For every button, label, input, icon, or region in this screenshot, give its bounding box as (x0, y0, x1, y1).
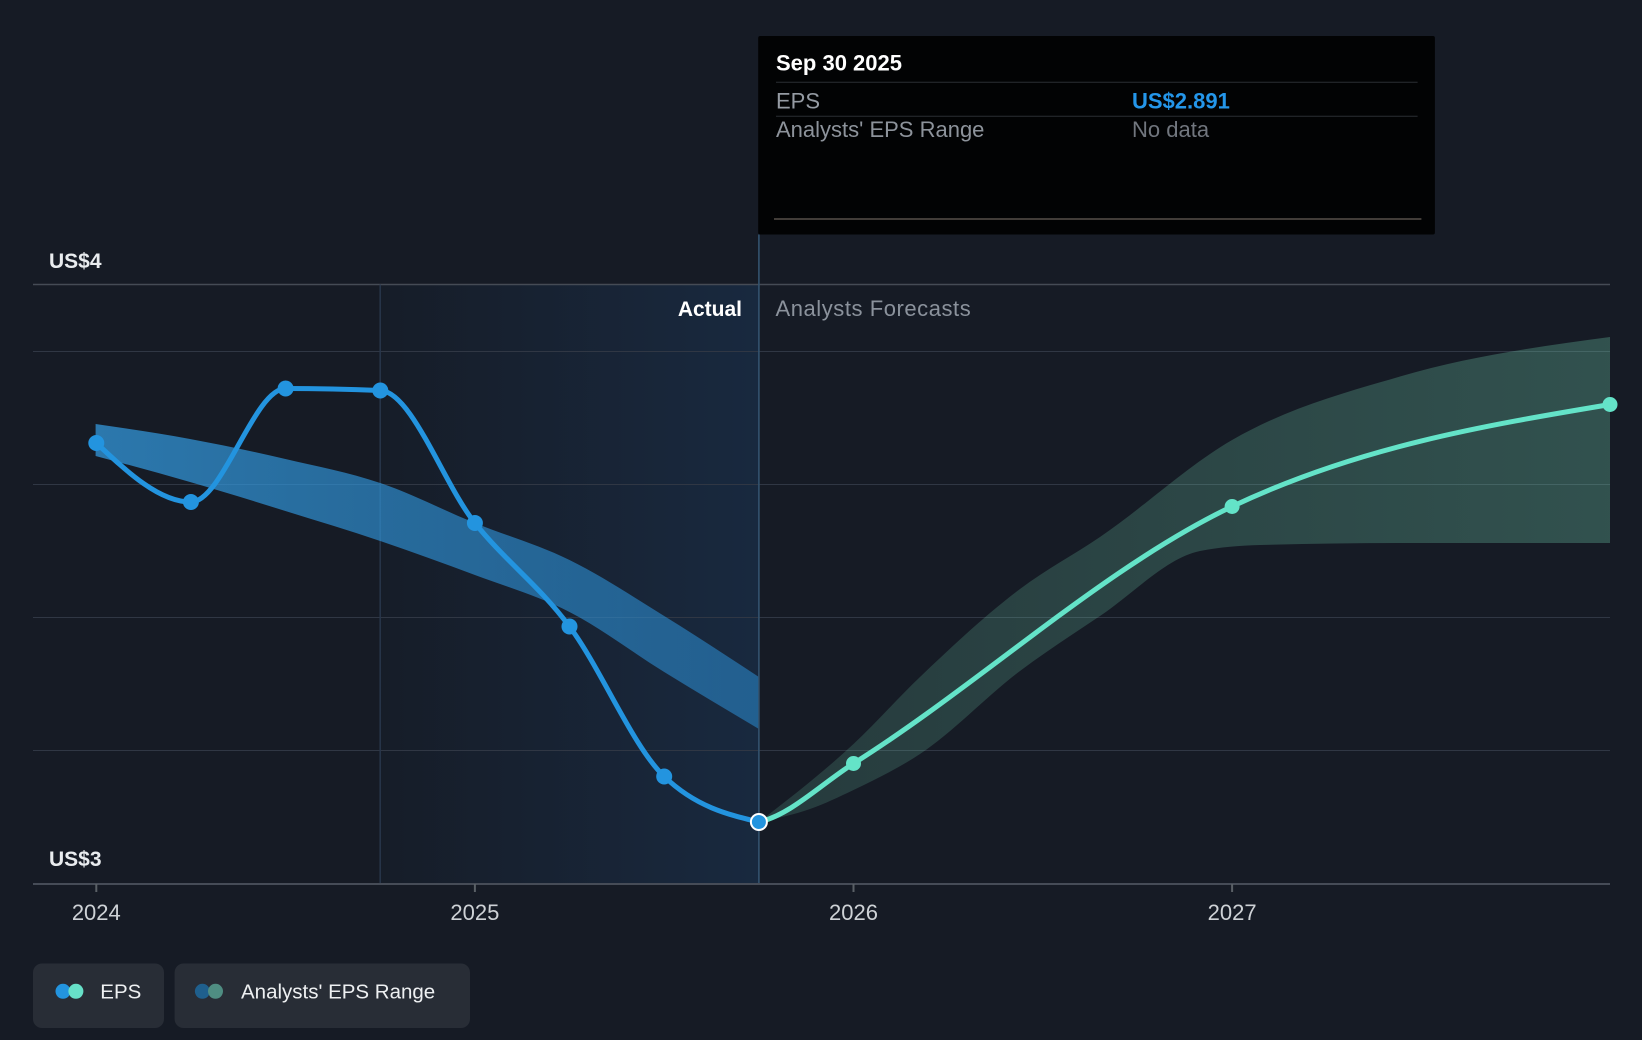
svg-text:Analysts Forecasts: Analysts Forecasts (776, 296, 972, 321)
svg-text:Analysts' EPS Range: Analysts' EPS Range (776, 117, 984, 142)
svg-text:2026: 2026 (829, 900, 878, 925)
svg-text:EPS: EPS (100, 981, 141, 1004)
svg-text:2025: 2025 (450, 900, 499, 925)
svg-text:Analysts' EPS Range: Analysts' EPS Range (241, 981, 435, 1004)
svg-text:Actual: Actual (678, 298, 742, 321)
svg-text:US$3: US$3 (49, 848, 102, 871)
svg-text:US$2.891: US$2.891 (1132, 89, 1230, 114)
svg-text:2024: 2024 (72, 900, 121, 925)
svg-text:2027: 2027 (1208, 900, 1257, 925)
svg-text:Sep 30 2025: Sep 30 2025 (776, 51, 902, 76)
svg-text:US$4: US$4 (49, 250, 102, 273)
svg-text:No data: No data (1132, 117, 1210, 142)
svg-text:EPS: EPS (776, 89, 820, 114)
